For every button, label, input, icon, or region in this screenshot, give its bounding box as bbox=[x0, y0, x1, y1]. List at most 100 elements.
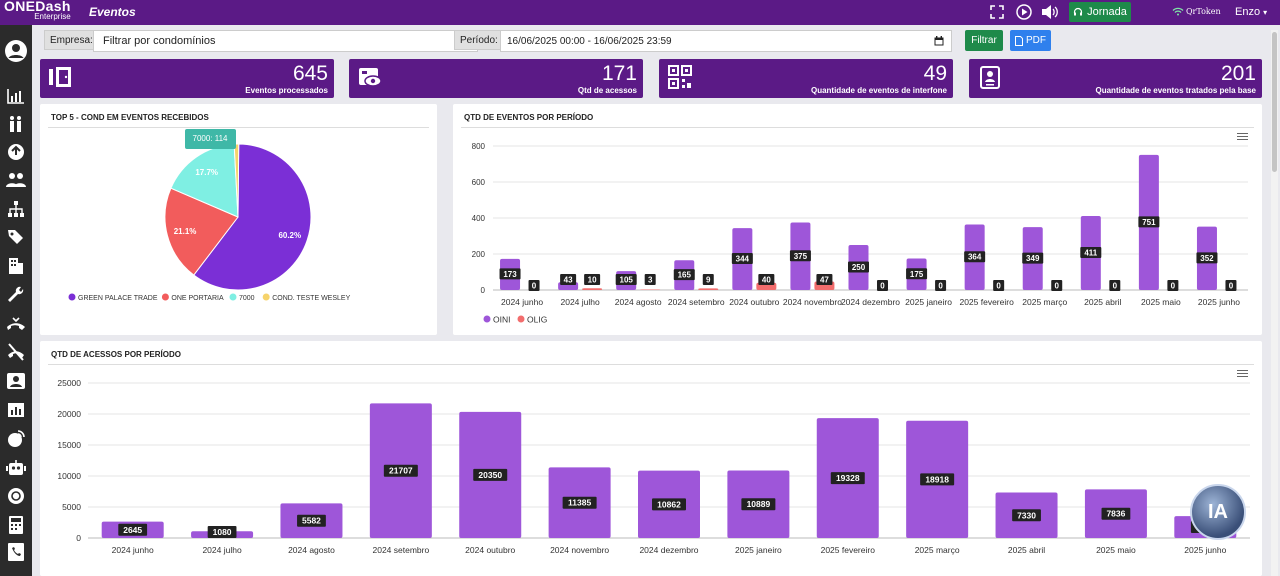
legend-marker bbox=[229, 293, 237, 301]
periodo-label: Período: bbox=[454, 30, 502, 50]
data-label: 2645 bbox=[123, 525, 142, 535]
sidebar-item-groups[interactable] bbox=[4, 168, 28, 192]
data-label-box bbox=[702, 274, 714, 285]
periodo-input[interactable]: 16/06/2025 00:00 - 16/06/2025 23:59 bbox=[500, 30, 952, 52]
people-icon bbox=[10, 116, 21, 132]
wifi-icon bbox=[1172, 7, 1184, 16]
logo-main: ONEDash bbox=[4, 0, 71, 14]
jornada-button[interactable]: Jornada bbox=[1069, 2, 1131, 22]
sidebar-item-org[interactable] bbox=[4, 197, 28, 221]
headset-icon bbox=[1074, 7, 1083, 16]
data-label: 751 bbox=[1142, 218, 1156, 227]
empresa-select[interactable]: Filtrar por condomínios ▼ bbox=[93, 30, 478, 52]
stat-label: Qtd de acessos bbox=[577, 86, 637, 95]
sidebar-item-buildings[interactable] bbox=[4, 254, 28, 278]
x-tick-label: 2025 maio bbox=[1141, 297, 1181, 307]
sidebar-item-profile[interactable] bbox=[4, 39, 28, 63]
data-label-box bbox=[528, 280, 540, 291]
data-label: 0 bbox=[1229, 282, 1234, 291]
pie-chart[interactable]: 60.2% 21.1% 17.7% 7000: 114 GREEN PALACE TRA… bbox=[40, 104, 437, 335]
sidebar-item-transfer[interactable] bbox=[4, 312, 28, 336]
chart-menu-icon[interactable] bbox=[1237, 133, 1248, 141]
phone-off-icon bbox=[8, 343, 24, 361]
x-tick-label: 2025 janeiro bbox=[905, 297, 952, 307]
data-label: 18918 bbox=[925, 474, 949, 484]
sidebar-item-dashboard[interactable] bbox=[4, 84, 28, 108]
data-label: 1080 bbox=[213, 527, 232, 537]
calendar-icon[interactable] bbox=[934, 36, 944, 49]
sidebar-item-recycle[interactable] bbox=[4, 140, 28, 164]
y-tick-label: 5000 bbox=[62, 502, 81, 512]
app-logo[interactable]: ONEDash Enterprise bbox=[4, 0, 71, 22]
bar bbox=[698, 288, 719, 290]
x-tick-label: 2024 dezembro bbox=[639, 545, 698, 555]
sidebar-item-person-card[interactable] bbox=[4, 369, 28, 393]
data-label-box bbox=[1051, 280, 1063, 291]
data-label-box bbox=[297, 514, 326, 527]
stat-card-acessos: 171 Qtd de acessos bbox=[349, 59, 643, 98]
sidebar-item-people[interactable] bbox=[4, 112, 28, 136]
data-label: 11385 bbox=[568, 498, 591, 508]
legend-label: 7000 bbox=[239, 295, 255, 302]
scrollbar[interactable] bbox=[1271, 30, 1278, 576]
ai-assistant-button[interactable]: IA bbox=[1190, 484, 1246, 540]
sidebar-item-tools[interactable] bbox=[4, 283, 28, 307]
sidebar-item-phonebook[interactable] bbox=[4, 540, 28, 564]
x-tick-label: 2024 novembro bbox=[783, 297, 842, 307]
stat-label: Quantidade de eventos de interfone bbox=[810, 86, 947, 95]
x-tick-label: 2025 maio bbox=[1096, 545, 1136, 555]
pdf-button[interactable]: PDF bbox=[1010, 30, 1051, 51]
sidebar-item-globe[interactable] bbox=[4, 484, 28, 508]
page-title: Eventos bbox=[89, 5, 136, 19]
data-label-box bbox=[848, 261, 869, 273]
data-label-box bbox=[383, 464, 418, 477]
data-label-box bbox=[562, 496, 597, 509]
data-label: 43 bbox=[564, 276, 573, 285]
filter-button[interactable]: Filtrar bbox=[965, 30, 1003, 51]
x-tick-label: 2024 dezembro bbox=[841, 297, 900, 307]
x-tick-label: 2025 fevereiro bbox=[821, 545, 876, 555]
sidebar-item-robot[interactable] bbox=[4, 455, 28, 479]
sidebar-item-phone-off[interactable] bbox=[4, 340, 28, 364]
x-tick-label: 2025 abril bbox=[1008, 545, 1045, 555]
building-icon bbox=[9, 258, 23, 274]
data-label-box bbox=[118, 523, 148, 536]
x-tick-label: 2025 abril bbox=[1084, 297, 1121, 307]
door-icon bbox=[49, 67, 71, 87]
y-tick-label: 0 bbox=[481, 286, 486, 295]
stat-value: 171 bbox=[601, 62, 637, 85]
user-menu[interactable]: Enzo ▾ bbox=[1235, 6, 1267, 18]
sidebar-item-reports[interactable] bbox=[4, 398, 28, 422]
qrtoken-link[interactable]: QrToken bbox=[1172, 7, 1221, 16]
data-label-box bbox=[1196, 252, 1218, 264]
qr-icon bbox=[668, 65, 692, 89]
x-tick-label: 2024 agosto bbox=[288, 545, 335, 555]
data-label: 349 bbox=[1026, 254, 1040, 263]
sidebar-item-calculator[interactable] bbox=[4, 513, 28, 537]
sidebar-item-tags[interactable] bbox=[4, 225, 28, 249]
access-chart[interactable]: 0 5000 10000 15000 20000 25000 2645 2024 junho 1… bbox=[40, 341, 1262, 576]
play-icon[interactable] bbox=[1015, 3, 1033, 21]
scrollbar-thumb[interactable] bbox=[1272, 32, 1277, 172]
data-label: 7330 bbox=[1017, 510, 1036, 520]
qrtoken-label: QrToken bbox=[1186, 7, 1221, 16]
phone-transfer-icon bbox=[7, 317, 25, 330]
recycle-icon bbox=[8, 144, 24, 160]
legend-label: COND. TESTE WESLEY bbox=[272, 295, 350, 302]
data-label: 5582 bbox=[302, 516, 321, 526]
card-eye-icon bbox=[359, 68, 382, 87]
data-label-box bbox=[935, 280, 947, 291]
empresa-value: Filtrar por condomínios bbox=[103, 35, 216, 47]
fullscreen-icon[interactable] bbox=[988, 3, 1006, 21]
tracking-icon bbox=[8, 430, 25, 447]
bar bbox=[640, 289, 661, 290]
legend-marker bbox=[161, 293, 169, 301]
volume-icon[interactable] bbox=[1041, 3, 1059, 21]
jornada-label: Jornada bbox=[1087, 6, 1127, 18]
data-label-box bbox=[652, 498, 686, 511]
x-tick-label: 2024 agosto bbox=[615, 297, 662, 307]
panel-title: QTD DE EVENTOS POR PERÍODO bbox=[464, 113, 594, 122]
sidebar-item-tracking[interactable] bbox=[4, 427, 28, 451]
chart-menu-icon[interactable] bbox=[1237, 370, 1248, 378]
